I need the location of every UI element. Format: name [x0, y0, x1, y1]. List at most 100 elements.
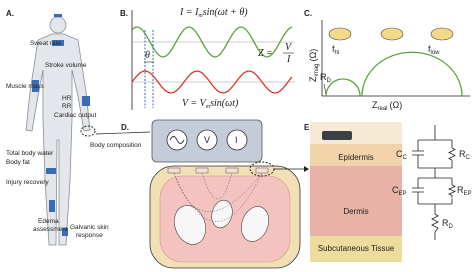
label-part: R [442, 218, 449, 228]
electrode [167, 167, 181, 174]
annotation: Edema [38, 218, 59, 225]
panel-a: A. Sweat rate Stroke volume Muscle mass … [6, 9, 142, 246]
meter [196, 129, 218, 151]
organs [174, 199, 269, 245]
voltage-equation: V = Vmsin(ωt) [182, 98, 239, 110]
impedance-den: I [286, 54, 291, 65]
label-sub: imag [314, 63, 320, 76]
label-unit: (Ω) [308, 49, 318, 62]
cell-icons [328, 27, 454, 41]
label-part: R [459, 149, 466, 159]
annotation: Galvanic skin [70, 224, 109, 231]
body-figure [25, 16, 91, 246]
sensor-patches [32, 14, 90, 236]
annotation: Total body water [6, 150, 54, 157]
label-unit: (Ω) [390, 100, 403, 110]
label-part: R [320, 72, 327, 82]
sensor [62, 228, 68, 236]
current-paths [173, 172, 263, 222]
layer-label: Subcutaneous Tissue [318, 244, 395, 253]
panel-e: E. Epidermis Dermis Subcutaneous Tissue … [304, 122, 472, 262]
f-hi-label: fhi [332, 44, 339, 56]
rd-label: RD [320, 72, 332, 84]
panel-label: E. [304, 123, 312, 132]
component-label: RC [459, 149, 471, 161]
label-sub: C [403, 155, 408, 161]
subcutaneous-layer [310, 236, 402, 262]
meter-label: I [235, 135, 238, 145]
y-axis-label: Zimag(Ω) [308, 49, 320, 82]
f-low-label: flow [428, 44, 440, 56]
cell [380, 27, 404, 41]
annotation: Body composition [90, 142, 142, 149]
impedance-num: V [285, 42, 293, 53]
label-part: C [396, 149, 403, 159]
component-label: CC [396, 149, 408, 161]
panel-c: C. fhi flow RD Zimag(Ω) Zreal (Ω) [304, 9, 470, 112]
x-axis-label: Zreal (Ω) [372, 100, 402, 112]
component-label: RD [442, 218, 454, 230]
cell [328, 27, 352, 41]
sensor [52, 40, 64, 46]
annotation: Muscle mass [6, 83, 45, 90]
panel-label: A. [6, 9, 14, 18]
label-sub: D [449, 224, 454, 230]
panel-d: D. V I [95, 119, 309, 269]
annotation: assessment [33, 226, 68, 233]
panel-label: D. [121, 123, 129, 132]
label-sub: EP [399, 191, 407, 197]
arc [325, 78, 361, 97]
sensor [46, 168, 56, 174]
current-wave [131, 26, 293, 58]
panel-b: B. θ I = Imsin(ωt + θ) Z = V I V = Vmsin… [120, 7, 295, 110]
panel-label: B. [120, 9, 128, 18]
annotation: Body fat [6, 159, 30, 166]
annotation: HR [62, 95, 72, 102]
sensor-device [322, 131, 352, 140]
label-part: Z [308, 76, 318, 82]
annotation: Injury recovery [6, 179, 49, 186]
sensor [32, 80, 39, 92]
voltage-wave [131, 70, 293, 94]
phase-label: θ [145, 50, 150, 61]
sensor [49, 200, 55, 212]
arc [361, 51, 463, 97]
circuit [412, 125, 457, 240]
component-label: REP [457, 185, 472, 197]
connector [95, 131, 151, 135]
label-part: C [392, 185, 399, 195]
arrowhead [304, 166, 309, 172]
sine-symbol [169, 136, 185, 144]
label-part: f [428, 44, 431, 54]
panel-label: C. [304, 9, 312, 18]
label-part: Z [372, 100, 378, 110]
eq-sub: m [206, 104, 211, 110]
eq-part: I = I [179, 7, 199, 18]
eq-sub: m [198, 13, 203, 19]
component-label: CEP [392, 185, 407, 197]
label-sub: C [466, 155, 471, 161]
callout [80, 125, 96, 137]
label-part: f [332, 44, 335, 54]
label-sub: EP [464, 191, 472, 197]
dermis-layer [310, 166, 402, 236]
eq-part: sin(ωt) [210, 98, 239, 109]
organ [211, 199, 233, 229]
meter [226, 129, 248, 151]
annotation: Cardiac output [54, 112, 96, 119]
annotation: response [76, 232, 103, 239]
sensor [54, 14, 62, 17]
label-sub: D [327, 78, 332, 84]
current-equation: I = Imsin(ωt + θ) [179, 7, 248, 19]
annotation: Stroke volume [45, 62, 87, 69]
epidermis-layer [310, 144, 402, 166]
meter-label: V [204, 135, 210, 145]
layer-label: Dermis [343, 207, 368, 216]
cell [430, 27, 454, 41]
label-sub: hi [335, 50, 340, 56]
eq-part: V = V [182, 98, 208, 109]
organ [174, 205, 206, 245]
rd-arrow [323, 83, 327, 95]
electrode [255, 167, 269, 174]
